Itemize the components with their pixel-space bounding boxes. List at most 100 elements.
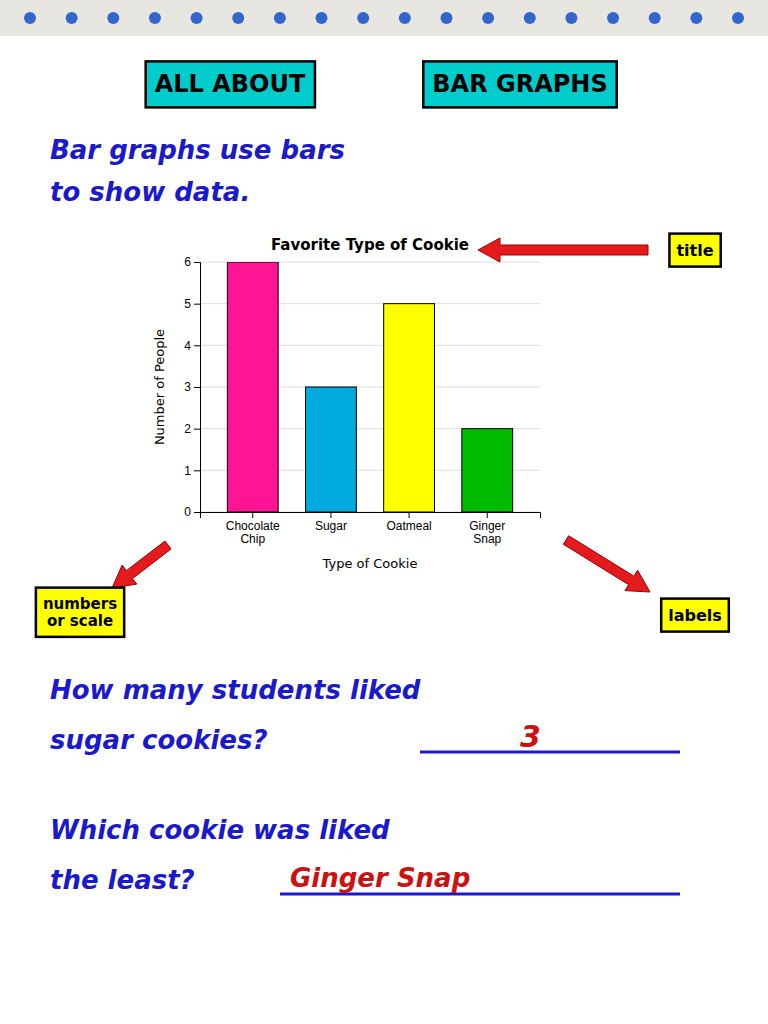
- tick-mark: [194, 429, 200, 430]
- annotation-line: numbers: [43, 595, 117, 613]
- notebook-strip: [0, 0, 768, 36]
- tick-label: Oatmeal: [386, 519, 431, 533]
- tick: Sugar: [315, 512, 347, 533]
- tick: 4: [184, 339, 200, 353]
- bar: [384, 304, 435, 512]
- annotation-line: Bar graphs use bars: [50, 135, 345, 165]
- annotation-line: title: [676, 241, 713, 260]
- annotation-box: [146, 61, 315, 107]
- annotation-box: [669, 234, 720, 267]
- annotation-box: [661, 599, 729, 632]
- tick-label: 3: [184, 380, 191, 394]
- spiral-ring: [732, 12, 744, 24]
- annotation-box: numbersor scale: [36, 588, 124, 637]
- annotation-line: 3: [520, 719, 541, 754]
- arrow: [563, 536, 650, 592]
- annotation-body: Bar graphs use bars: [50, 135, 345, 165]
- tick-label: Sugar: [315, 519, 347, 533]
- tick-label-line: Sugar: [315, 519, 347, 533]
- x-axis: ChocolateChip Sugar Oatmeal GingerSnap: [201, 512, 541, 546]
- spiral-ring: [274, 12, 286, 24]
- bar: [227, 262, 278, 512]
- tick: 2: [184, 422, 200, 436]
- annotation-body: How many students liked: [50, 675, 421, 705]
- tick-label: 4: [184, 339, 191, 353]
- annotation-line: Which cookie was liked: [50, 815, 390, 845]
- spiral-ring: [149, 12, 161, 24]
- spiral-ring: [524, 12, 536, 24]
- annotation-box: [36, 588, 124, 637]
- tick-label: 5: [184, 297, 191, 311]
- tick: Oatmeal: [386, 512, 431, 533]
- spiral-ring: [357, 12, 369, 24]
- spiral-ring: [316, 12, 328, 24]
- spiral-ring: [24, 12, 36, 24]
- tick-label: 2: [184, 422, 191, 436]
- tick-label: 6: [184, 255, 191, 269]
- annotation: the least?: [50, 865, 195, 895]
- x-axis-title: Type of Cookie: [322, 556, 418, 571]
- tick-label: 0: [184, 505, 191, 519]
- axis-line: [201, 513, 541, 519]
- arrow: [112, 541, 171, 588]
- spiral-ring: [690, 12, 702, 24]
- annotation: How many students liked: [50, 675, 421, 705]
- annotation: title: [676, 241, 713, 260]
- y-axis-title: Number of People: [152, 329, 167, 445]
- tick-label-line: Chip: [240, 532, 265, 546]
- tick-label: 1: [184, 464, 191, 478]
- annotation-line: Ginger Snap: [290, 863, 470, 893]
- chart-title: Favorite Type of Cookie: [271, 236, 469, 254]
- tick-label: GingerSnap: [469, 519, 505, 547]
- tick-mark: [194, 387, 200, 388]
- tick-mark: [194, 304, 200, 305]
- annotation: Which cookie was liked: [50, 815, 390, 845]
- spiral-ring: [191, 12, 203, 24]
- tick-mark: [487, 512, 488, 518]
- annotation-body: sugar cookies?: [50, 725, 268, 755]
- annotation-body: to show data.: [50, 177, 250, 207]
- annotation: labels: [668, 606, 722, 625]
- spiral-ring: [66, 12, 78, 24]
- spiral-ring: [649, 12, 661, 24]
- spiral-ring: [565, 12, 577, 24]
- tick-mark: [194, 345, 200, 346]
- annotation-line: How many students liked: [50, 675, 421, 705]
- annotation-header: ALL ABOUT: [146, 61, 315, 107]
- annotation: BAR GRAPHS: [432, 70, 607, 98]
- answer-underline: [420, 751, 680, 754]
- spiral-ring: [232, 12, 244, 24]
- tick: ChocolateChip: [226, 512, 280, 546]
- annotation: Bar graphs use bars: [50, 135, 345, 165]
- annotation-line: ALL ABOUT: [155, 70, 306, 98]
- tick-mark: [194, 512, 200, 513]
- annotation-line: the least?: [50, 865, 195, 895]
- annotation-box: title: [669, 234, 720, 267]
- annotation: sugar cookies?: [50, 725, 268, 755]
- spiral-ring: [482, 12, 494, 24]
- arrow: [478, 238, 648, 262]
- annotation-body: Which cookie was liked: [50, 815, 390, 845]
- tick: 1: [184, 464, 200, 478]
- annotation: to show data.: [50, 177, 250, 207]
- page-background: [0, 0, 768, 1024]
- tick-label: ChocolateChip: [226, 519, 280, 547]
- grid: [200, 262, 540, 512]
- tick-mark: [194, 262, 200, 263]
- annotation: Ginger Snap: [290, 863, 470, 893]
- chart: 0 1 2 3 4 5 6 ChocolateChip Sugar Oatmeal GingerSn…: [152, 236, 541, 571]
- annotation: numbersor scale: [43, 595, 117, 630]
- bar: [306, 387, 357, 512]
- tick-label-line: Chocolate: [226, 519, 280, 533]
- annotation-line: sugar cookies?: [50, 725, 268, 755]
- annotation-box: [423, 61, 616, 107]
- annotation-line: to show data.: [50, 177, 250, 207]
- page: 0 1 2 3 4 5 6 ChocolateChip Sugar Oatmeal GingerSn…: [0, 0, 768, 1024]
- axis-line: [194, 263, 201, 513]
- tick-label-line: Ginger: [469, 519, 505, 533]
- y-axis: 0 1 2 3 4 5 6: [184, 255, 200, 519]
- spiral-ring: [399, 12, 411, 24]
- tick-label-line: Snap: [473, 532, 501, 546]
- spiral-ring: [440, 12, 452, 24]
- tick: 0: [184, 505, 200, 519]
